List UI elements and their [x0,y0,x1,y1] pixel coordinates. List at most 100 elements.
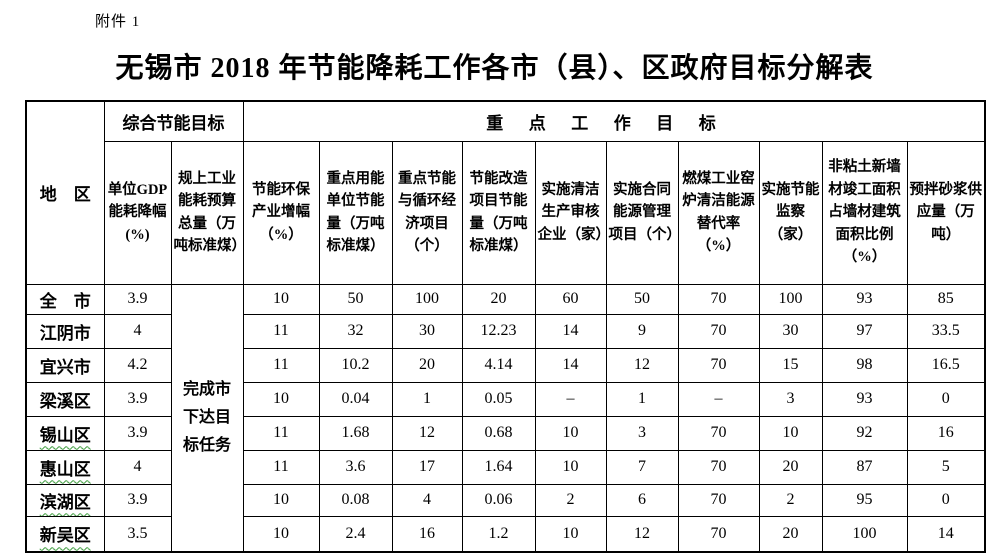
target-value-cell: 100 [758,283,823,315]
target-value-cell: 93 [821,283,908,315]
col-header-industrial-energy-budget: 规上工业能耗预算总量（万吨标准煤） [170,140,244,285]
col-header-retrofit-project-savings: 节能改造项目节能量（万吨标准煤） [461,140,536,285]
target-value-cell: 100 [821,515,908,553]
target-value-cell: 20 [758,449,823,485]
target-value-cell: 50 [605,283,679,315]
target-value-cell: 20 [461,283,536,315]
target-value-cell: 1 [391,381,463,417]
region-cell: 江阴市 [25,313,105,349]
target-value-cell: 1.2 [461,515,536,553]
target-value-cell: 14 [906,515,986,553]
target-value-cell: 16 [906,415,986,451]
region-label: 江阴市 [39,323,91,343]
region-label: 宜兴市 [39,357,91,377]
target-value-cell: 12.23 [461,313,536,349]
target-value-cell: 0.68 [461,415,536,451]
header-row-columns: 单位GDP能耗降幅(%) 规上工业能耗预算总量（万吨标准煤） 节能环保产业增幅（… [26,140,986,285]
col-header-clean-production-audits: 实施清洁生产审核企业（家） [534,140,607,285]
target-value-cell: 2 [534,483,607,517]
target-value-cell: 2 [758,483,823,517]
region-cell: 新吴区 [25,515,105,553]
target-value-cell: 70 [677,313,760,349]
target-value-cell: 11 [242,347,320,383]
target-value-cell: 70 [677,347,760,383]
target-value-cell: 4 [391,483,463,517]
gdp-energy-drop-value: 3.5 [103,515,172,553]
region-cell: 宜兴市 [25,347,105,383]
target-value-cell: 3.6 [318,449,393,485]
table-row: 宜兴市 4.2 11 10.2 20 4.14 14 12 70 15 98 16.5 [25,347,986,383]
target-value-cell: 0.08 [318,483,393,517]
target-value-cell: 70 [677,415,760,451]
col-header-gdp-energy-drop: 单位GDP能耗降幅(%) [103,140,172,285]
gdp-energy-drop-value: 3.9 [103,415,172,451]
merged-cell-text: 完成市下达目标任务 [183,380,232,454]
target-value-cell: 12 [605,515,679,553]
target-value-cell: 30 [391,313,463,349]
col-header-premixed-mortar-supply: 预拌砂浆供应量（万吨） [906,140,986,285]
table-row: 梁溪区 3.9 10 0.04 1 0.05–1–3 93 0 [25,381,986,417]
target-value-cell: 32 [318,313,393,349]
target-value-cell: 10 [242,381,320,417]
target-value-cell: 100 [391,283,463,315]
target-value-cell: 17 [391,449,463,485]
region-label: 梁溪区 [39,391,91,411]
target-value-cell: 60 [534,283,607,315]
target-value-cell: 12 [605,347,679,383]
gdp-energy-drop-value: 3.9 [103,381,172,417]
region-label: 锡山区 [39,425,91,445]
target-value-cell: 87 [821,449,908,485]
target-value-cell: 92 [821,415,908,451]
group-header-comprehensive: 综合节能目标 [103,100,244,142]
target-value-cell: 11 [242,313,320,349]
target-value-cell: 10 [534,449,607,485]
target-value-cell: – [534,381,607,417]
target-value-cell: 3 [758,381,823,417]
target-value-cell: 1.68 [318,415,393,451]
col-header-nonclay-wall-ratio: 非粘土新墙材竣工面积占墙材建筑面积比例（%） [821,140,908,285]
target-value-cell: 10 [534,515,607,553]
target-value-cell: 0.05 [461,381,536,417]
region-cell: 锡山区 [25,415,105,451]
target-value-cell: 70 [677,483,760,517]
gdp-energy-drop-value: 3.9 [103,283,172,315]
target-value-cell: 10.2 [318,347,393,383]
table-row: 锡山区 3.9 11 1.68 12 0.68 10 3 70 10 92 16 [25,415,986,451]
target-value-cell: 30 [758,313,823,349]
page-title: 无锡市 2018 年节能降耗工作各市（县）、区政府目标分解表 [115,53,874,84]
table-row: 新吴区 3.5 10 2.4 16 1.2 10 12 70 20 100 14 [25,515,986,553]
target-value-cell: 0.04 [318,381,393,417]
target-value-cell: 70 [677,449,760,485]
target-value-cell: 12 [391,415,463,451]
gdp-energy-drop-value: 4 [103,449,172,485]
target-value-cell: 15 [758,347,823,383]
target-value-cell: 70 [677,515,760,553]
target-value-cell: 0 [906,381,986,417]
col-header-green-industry-growth: 节能环保产业增幅（%） [242,140,320,285]
target-value-cell: 10 [758,415,823,451]
region-column-header: 地 区 [25,100,105,285]
group-header-keywork: 重点工作目标 [242,100,986,142]
target-value-cell: 10 [242,483,320,517]
region-label: 全 市 [39,291,91,311]
target-value-cell: 0 [906,483,986,517]
region-cell: 全 市 [25,283,105,315]
target-value-cell: 97 [821,313,908,349]
region-cell: 滨湖区 [25,483,105,517]
target-value-cell: – [677,381,760,417]
col-header-kiln-clean-energy-rate: 燃煤工业窑炉清洁能源替代率（%） [677,140,760,285]
col-header-circular-economy-projects: 重点节能与循环经济项目（个） [391,140,463,285]
target-value-cell: 93 [821,381,908,417]
target-value-cell: 0.06 [461,483,536,517]
table-row: 全 市 3.9 完成市下达目标任务 10 50 100 20 60 50 70 100 93 85 [25,283,986,553]
region-label: 惠山区 [39,459,91,479]
gdp-energy-drop-value: 3.9 [103,483,172,517]
target-value-cell: 1.64 [461,449,536,485]
region-cell: 梁溪区 [25,381,105,417]
table-row: 惠山区 4 11 3.6 17 1.64 10 7 70 20 87 5 [25,449,986,485]
region-cell: 惠山区 [25,449,105,485]
table-row: 江阴市 4 11 32 30 12.23 14 9 70 30 97 33.5 [25,313,986,349]
target-value-cell: 2.4 [318,515,393,553]
target-value-cell: 98 [821,347,908,383]
col-header-key-user-savings: 重点用能单位节能量（万吨标准煤） [318,140,393,285]
